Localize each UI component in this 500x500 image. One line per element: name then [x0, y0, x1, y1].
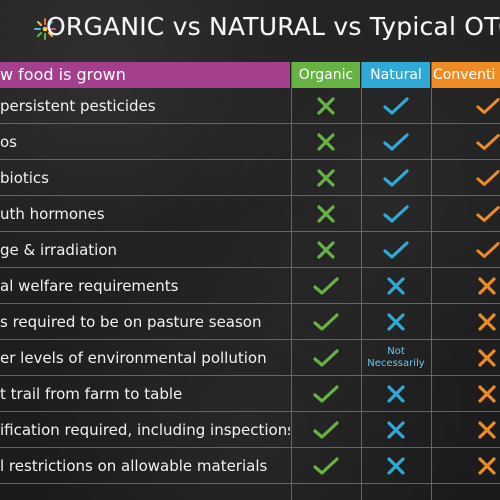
- table-row: ge & irradiation: [0, 232, 500, 268]
- natural-cell check-icon: [362, 88, 430, 124]
- column-header-conventional: Conventi: [432, 62, 500, 88]
- natural-cell check-icon: [362, 124, 430, 160]
- table-row: t trail from farm to table: [0, 376, 500, 412]
- row-label: os: [0, 133, 17, 151]
- row-label: l restrictions on allowable materials: [0, 457, 268, 475]
- row-label: uth hormones: [0, 205, 105, 223]
- title-area: ORGANIC vs NATURAL vs Typical OTC: [0, 0, 500, 62]
- organic-cell x-icon: [292, 232, 360, 268]
- conventional-cell check-icon: [432, 124, 500, 160]
- natural-note: Not Necessarily: [367, 346, 425, 369]
- conventional-cell x-icon: [432, 268, 500, 304]
- table-header: w food is grown Organic Natural Conventi: [0, 62, 500, 88]
- column-divider: [361, 62, 362, 500]
- table-row: ification required, including inspection…: [0, 412, 500, 448]
- column-header-natural: Natural: [362, 62, 430, 88]
- row-label: persistent pesticides: [0, 97, 156, 115]
- comparison-table: persistent pesticides os biotics uth hor…: [0, 88, 500, 500]
- organic-cell x-icon: [292, 160, 360, 196]
- conventional-cell x-icon: [432, 340, 500, 376]
- row-label: s required to be on pasture season: [0, 313, 262, 331]
- table-row: uth hormones: [0, 196, 500, 232]
- natural-cell x-icon: [362, 376, 430, 412]
- table-row: biotics: [0, 160, 500, 196]
- row-label: biotics: [0, 169, 49, 187]
- organic-cell check-icon: [292, 412, 360, 448]
- conventional-cell x-icon: [432, 448, 500, 484]
- natural-cell check-icon: [362, 196, 430, 232]
- column-divider: [291, 62, 292, 500]
- table-row: persistent pesticides: [0, 88, 500, 124]
- conventional-cell check-icon: [432, 196, 500, 232]
- conventional-cell x-icon: [432, 304, 500, 340]
- organic-cell check-icon: [292, 448, 360, 484]
- sparkle-icon: [34, 18, 56, 40]
- row-label: ge & irradiation: [0, 241, 118, 259]
- conventional-cell check-icon: [432, 232, 500, 268]
- column-divider: [431, 62, 432, 500]
- natural-cell x-icon: [362, 448, 430, 484]
- organic-cell check-icon: [292, 304, 360, 340]
- conventional-cell x-icon: [432, 376, 500, 412]
- organic-cell x-icon: [292, 88, 360, 124]
- organic-cell check-icon: [292, 376, 360, 412]
- table-row: al welfare requirements: [0, 268, 500, 304]
- natural-cell check-icon: [362, 232, 430, 268]
- natural-cell check-icon: [362, 160, 430, 196]
- conventional-cell check-icon: [432, 160, 500, 196]
- organic-cell x-icon: [292, 196, 360, 232]
- page-title: ORGANIC vs NATURAL vs Typical OTC: [46, 12, 500, 41]
- natural-cell x-icon: [362, 412, 430, 448]
- column-header-organic: Organic: [292, 62, 360, 88]
- table-row: l restrictions on allowable materials: [0, 448, 500, 484]
- natural-cell: Not Necessarily: [362, 340, 430, 376]
- organic-cell check-icon: [292, 268, 360, 304]
- conventional-cell check-icon: [432, 88, 500, 124]
- table-row: s required to be on pasture season: [0, 304, 500, 340]
- table-row: os: [0, 124, 500, 160]
- organic-cell check-icon: [292, 340, 360, 376]
- organic-cell x-icon: [292, 124, 360, 160]
- row-label: al welfare requirements: [0, 277, 179, 295]
- row-label: ification required, including inspection…: [0, 421, 290, 439]
- row-label: er levels of environmental pollution: [0, 349, 267, 367]
- natural-cell x-icon: [362, 268, 430, 304]
- row-label: t trail from farm to table: [0, 385, 183, 403]
- column-header-main: w food is grown: [0, 62, 290, 88]
- conventional-cell x-icon: [432, 412, 500, 448]
- table-row: er levels of environmental pollution Not…: [0, 340, 500, 376]
- natural-cell x-icon: [362, 304, 430, 340]
